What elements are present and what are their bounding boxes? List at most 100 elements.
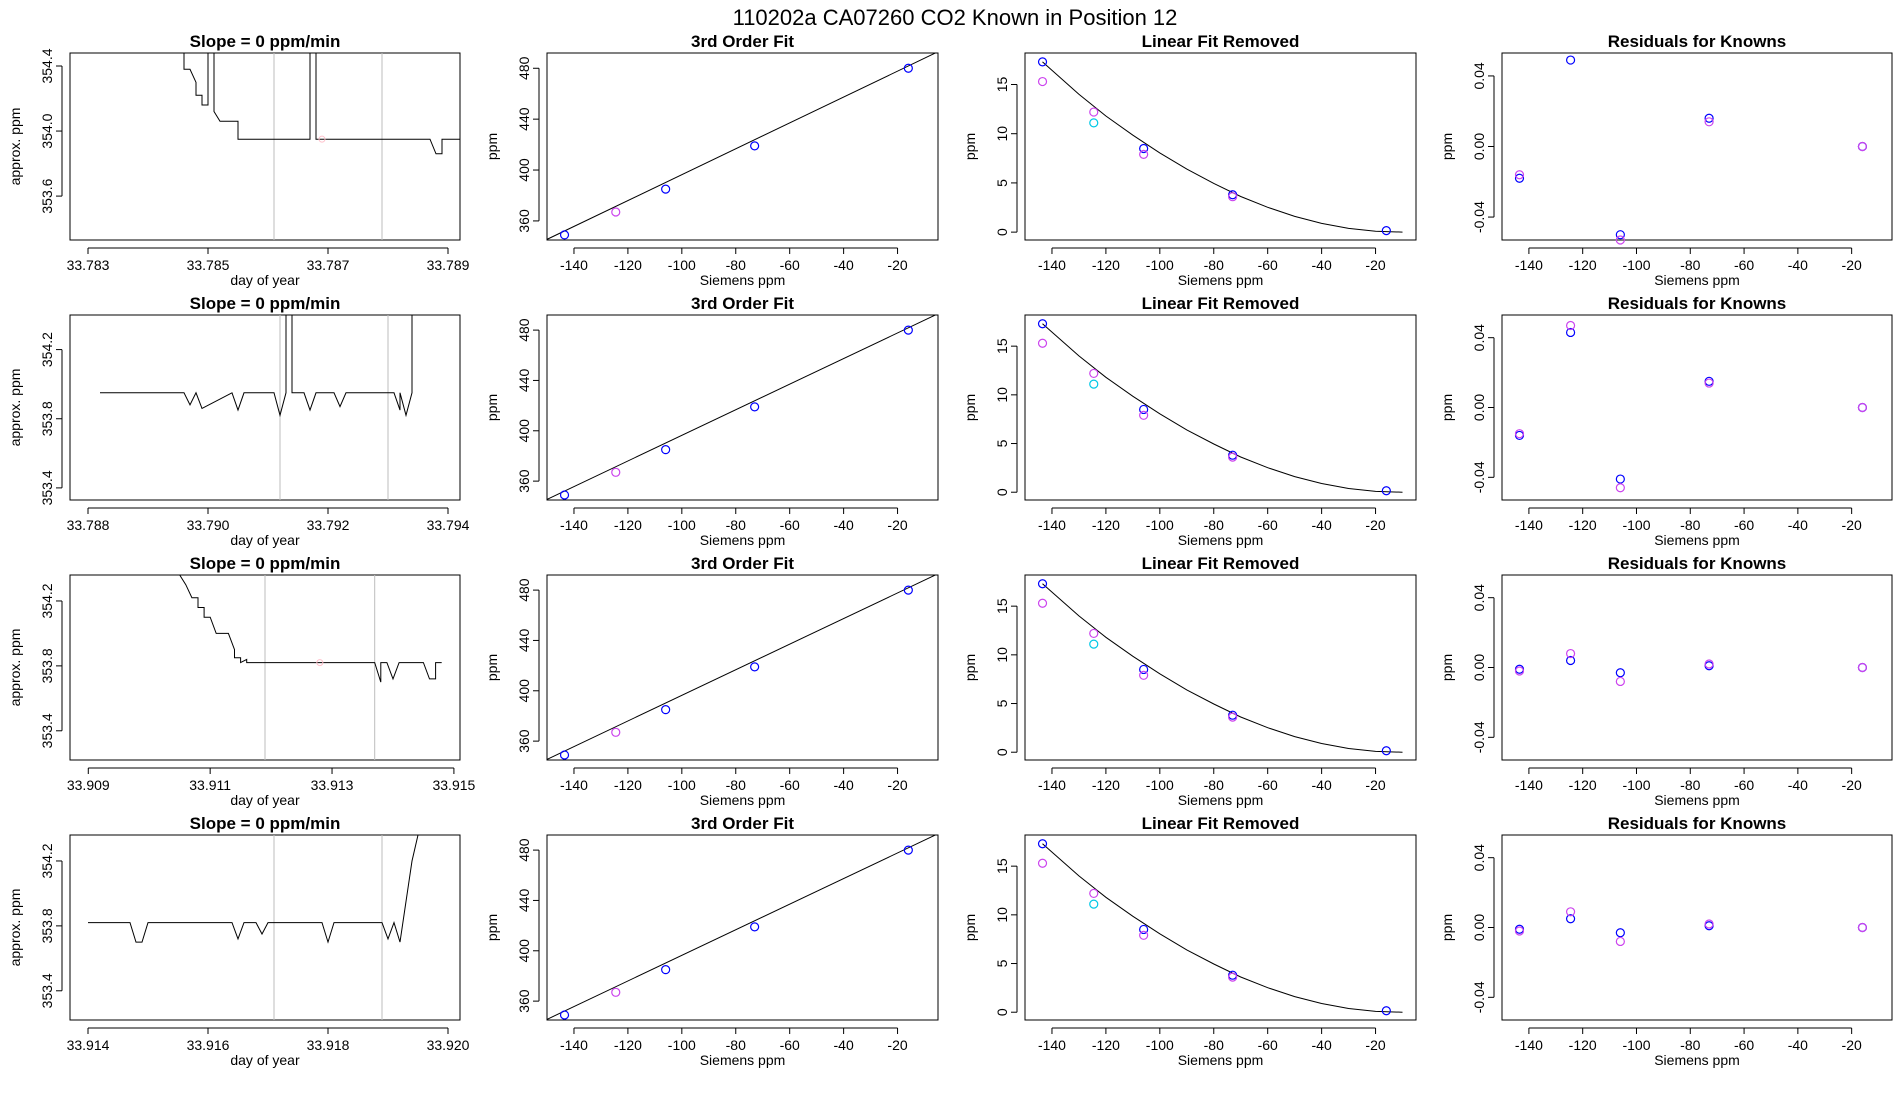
x-tick-label: -120 — [1092, 1037, 1120, 1053]
x-tick-label: -120 — [614, 1037, 642, 1053]
x-tick-label: -20 — [1365, 777, 1385, 793]
y-tick-label: 354.0 — [39, 113, 55, 148]
y-tick-label: 10 — [994, 126, 1010, 142]
y-tick-label: 400 — [516, 679, 532, 703]
data-point — [903, 845, 913, 855]
y-axis-label: approx. ppm — [7, 629, 23, 707]
x-tick-label: -80 — [726, 517, 746, 533]
x-tick-label: -40 — [1312, 517, 1332, 533]
y-tick-label: 480 — [516, 578, 532, 602]
data-point — [1037, 57, 1048, 67]
y-tick-label: 0 — [994, 1008, 1010, 1016]
x-axis-label: day of year — [230, 1052, 300, 1068]
x-axis-label: Siemens ppm — [1178, 1052, 1264, 1068]
data-point — [1857, 662, 1868, 673]
plot-area — [179, 575, 442, 760]
x-tick-label: -80 — [1680, 517, 1700, 533]
data-point — [1089, 379, 1099, 389]
x-tick-label: -80 — [726, 777, 746, 793]
y-tick-label: 0 — [994, 488, 1010, 496]
x-tick-label: -40 — [834, 517, 854, 533]
x-tick-label: -40 — [1788, 777, 1808, 793]
y-tick-label: -0.04 — [1471, 721, 1487, 753]
data-point — [1139, 924, 1149, 935]
data-point — [1565, 55, 1576, 65]
x-tick-label: -40 — [834, 257, 854, 273]
data-point — [1514, 666, 1525, 676]
data-point — [1615, 235, 1625, 245]
x-tick-label: -100 — [1622, 517, 1650, 533]
plot-area — [1042, 583, 1403, 753]
x-tick-label: -60 — [780, 777, 800, 793]
x-axis-label: Siemens ppm — [1654, 792, 1740, 808]
plot-frame — [1024, 834, 1417, 1021]
y-tick-label: 353.4 — [39, 713, 55, 748]
fit-curve — [1042, 61, 1403, 233]
data-point — [1139, 410, 1149, 420]
data-point — [1615, 483, 1625, 493]
data-point — [1615, 928, 1625, 938]
y-tick-label: 0.04 — [1471, 844, 1487, 871]
y-tick-label: 354.2 — [39, 843, 55, 878]
data-point — [1565, 327, 1576, 338]
y-tick-label: 0.04 — [1471, 324, 1487, 351]
data-point — [1514, 173, 1525, 183]
x-tick-label: 33.914 — [67, 1037, 110, 1053]
x-tick-label: -140 — [1038, 777, 1066, 793]
x-tick-label: -20 — [1365, 517, 1385, 533]
x-tick-label: -60 — [1734, 257, 1754, 273]
plot-frame — [1024, 314, 1417, 501]
x-tick-label: -80 — [726, 1037, 746, 1053]
y-tick-label: 353.8 — [39, 908, 55, 943]
data-point — [611, 207, 621, 217]
panel-title: Linear Fit Removed — [1142, 32, 1300, 51]
panel-title: Slope = 0 ppm/min — [190, 294, 341, 313]
x-tick-label: -20 — [887, 777, 907, 793]
y-tick-label: 480 — [516, 838, 532, 862]
data-point — [1089, 639, 1099, 649]
x-tick-label: -100 — [1622, 257, 1650, 273]
series-line — [100, 315, 413, 418]
x-tick-label: 33.794 — [427, 517, 470, 533]
panel-resid-row1: Residuals for Knowns -140 -120 -100 -80 -60 -4… — [1439, 32, 1893, 288]
data-point — [1089, 628, 1099, 639]
y-tick-label: 0 — [994, 748, 1010, 756]
y-tick-label: 360 — [516, 729, 532, 753]
y-tick-label: 15 — [994, 598, 1010, 614]
series-line — [88, 835, 419, 944]
data-point — [1139, 149, 1149, 159]
x-tick-label: -140 — [560, 777, 588, 793]
x-tick-label: -140 — [1038, 1037, 1066, 1053]
y-tick-label: 15 — [994, 858, 1010, 874]
x-tick-label: 33.918 — [307, 1037, 350, 1053]
x-axis-label: Siemens ppm — [1178, 272, 1264, 288]
x-tick-label: -100 — [1146, 777, 1174, 793]
data-point — [1565, 648, 1576, 659]
x-tick-label: -140 — [1515, 257, 1543, 273]
data-point — [750, 662, 760, 672]
x-axis-label: Siemens ppm — [700, 1052, 786, 1068]
data-point — [661, 705, 671, 715]
y-tick-label: 480 — [516, 56, 532, 80]
data-point — [1228, 972, 1238, 982]
y-axis-label: ppm — [962, 654, 978, 681]
x-tick-label: -60 — [1258, 517, 1278, 533]
data-point — [1089, 107, 1099, 117]
data-point — [661, 445, 671, 455]
y-axis-label: ppm — [1439, 394, 1455, 421]
panel-title: Linear Fit Removed — [1142, 294, 1300, 313]
data-point — [661, 965, 671, 975]
data-point — [750, 402, 760, 412]
x-tick-label: 33.913 — [311, 777, 354, 793]
data-point — [1565, 655, 1576, 666]
x-axis-label: Siemens ppm — [1654, 272, 1740, 288]
x-tick-label: 33.790 — [187, 517, 230, 533]
data-point — [903, 585, 913, 595]
x-axis-label: Siemens ppm — [1178, 532, 1264, 548]
x-tick-label: -20 — [887, 257, 907, 273]
data-point — [559, 1010, 570, 1020]
y-tick-label: 0 — [994, 228, 1010, 236]
data-point — [1037, 839, 1048, 849]
series-line — [179, 575, 442, 683]
panel-slope-row2: Slope = 0 ppm/min 33.788 33.790 33.792 33.79… — [7, 294, 470, 548]
